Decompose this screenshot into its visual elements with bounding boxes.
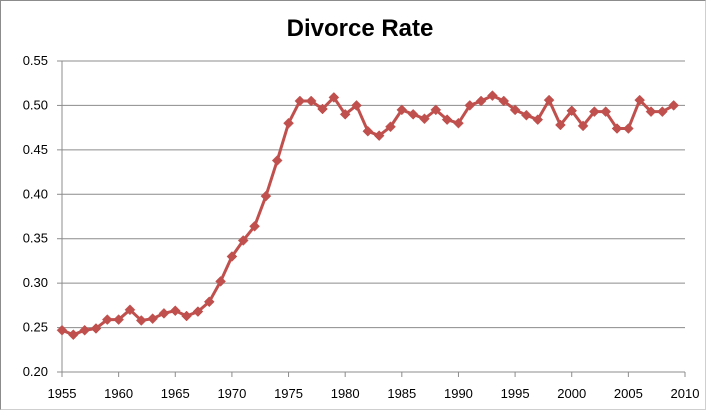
data-point-marker (419, 113, 430, 125)
x-tick-label: 2005 (614, 386, 643, 401)
data-point-marker (271, 155, 283, 166)
data-point-marker (396, 104, 408, 116)
x-tick-label: 2000 (557, 386, 586, 401)
data-point-marker (645, 106, 657, 118)
data-point-marker (260, 190, 272, 202)
data-point-marker (124, 304, 136, 316)
data-point-marker (430, 104, 442, 116)
data-point-marker (215, 276, 226, 287)
data-point-marker (532, 114, 544, 125)
data-point-marker (294, 95, 306, 107)
x-tick-label: 1965 (161, 386, 190, 401)
y-tick-label: 0.30 (23, 275, 48, 290)
x-tick-label: 1960 (104, 386, 133, 401)
data-point-marker (283, 117, 294, 129)
data-point-marker (90, 323, 102, 334)
x-tick-label: 1970 (217, 386, 246, 401)
data-point-marker (487, 90, 498, 102)
data-point-marker (305, 95, 317, 107)
data-point-marker (147, 313, 158, 325)
data-point-marker (328, 92, 340, 103)
data-point-marker (589, 106, 600, 118)
data-point-marker (577, 120, 589, 132)
data-point-marker (464, 100, 476, 111)
data-point-marker (634, 94, 646, 106)
data-point-marker (566, 105, 578, 117)
data-point-marker (509, 104, 521, 116)
y-axis-ticks: 0.55 0.50 0.45 0.40 0.35 0.30 0.25 0.20 (23, 53, 62, 379)
data-point-marker (226, 251, 238, 262)
x-tick-label: 1955 (48, 386, 77, 401)
data-point-marker (158, 308, 170, 319)
y-tick-label: 0.20 (23, 364, 48, 379)
data-point-marker (453, 117, 464, 129)
data-point-marker (67, 329, 79, 341)
y-tick-label: 0.25 (23, 320, 48, 335)
data-point-marker (192, 306, 204, 317)
data-point-marker (101, 314, 113, 325)
data-point-marker (543, 94, 555, 106)
data-point-marker (600, 106, 612, 118)
data-point-marker (56, 324, 68, 336)
chart-title: Divorce Rate (287, 15, 434, 42)
data-point-marker (385, 121, 396, 133)
data-point-marker (339, 108, 351, 120)
data-point-marker (203, 296, 215, 308)
x-axis-ticks: 1955 1960 1965 1970 1975 1980 1985 1990 1995 2000… (48, 372, 700, 401)
x-tick-label: 1990 (444, 386, 473, 401)
y-tick-label: 0.50 (23, 97, 48, 112)
x-tick-label: 1995 (501, 386, 530, 401)
data-point-marker (475, 95, 487, 107)
data-point-marker (611, 123, 623, 134)
axes (61, 61, 685, 373)
gridlines (62, 60, 685, 329)
data-point-marker (135, 315, 147, 326)
series-layer (56, 90, 680, 341)
x-tick-label: 2010 (671, 386, 700, 401)
data-point-marker (351, 100, 362, 111)
data-point-marker (555, 119, 566, 131)
y-tick-label: 0.35 (23, 231, 48, 246)
data-point-marker (79, 324, 91, 336)
x-tick-label: 1985 (387, 386, 416, 401)
y-tick-label: 0.55 (23, 53, 48, 68)
data-point-marker (498, 95, 510, 107)
data-point-marker (113, 314, 124, 325)
y-tick-label: 0.40 (23, 186, 48, 201)
x-tick-label: 1975 (274, 386, 303, 401)
y-tick-label: 0.45 (23, 142, 48, 157)
data-point-marker (237, 235, 249, 246)
x-tick-label: 1980 (331, 386, 360, 401)
data-point-marker (521, 109, 532, 121)
data-point-marker (441, 114, 453, 125)
data-point-marker (656, 106, 668, 118)
data-point-marker (181, 310, 192, 322)
data-point-marker (623, 123, 634, 134)
data-point-marker (317, 103, 328, 115)
data-point-marker (169, 305, 181, 317)
data-point-marker (373, 130, 385, 141)
data-point-marker (668, 100, 680, 111)
data-point-marker (407, 108, 419, 120)
data-point-marker (249, 220, 260, 232)
data-point-marker (362, 125, 374, 137)
